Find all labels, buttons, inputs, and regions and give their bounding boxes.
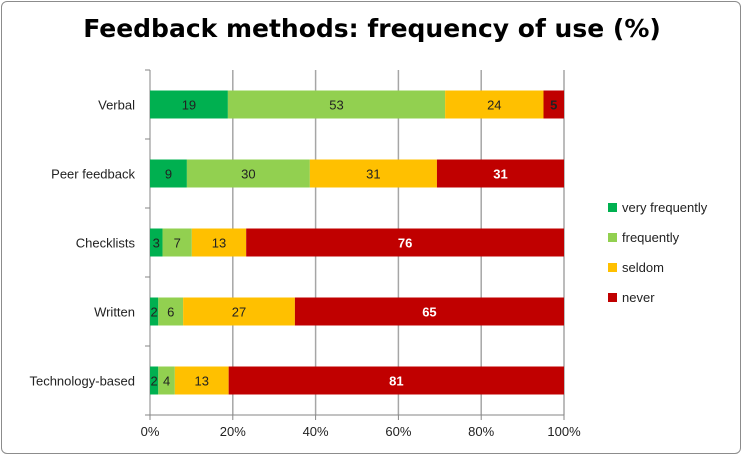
bar-never <box>436 159 564 188</box>
legend-swatch <box>608 293 617 302</box>
x-tick-label: 40% <box>303 424 329 439</box>
legend-label: very frequently <box>622 200 708 215</box>
bar-frequently <box>186 159 310 188</box>
data-label: 30 <box>241 167 255 182</box>
data-label: 7 <box>174 236 181 251</box>
x-tick-label: 20% <box>220 424 246 439</box>
bar-seldom <box>191 228 247 257</box>
y-tick-label: Written <box>94 305 135 320</box>
bar-never <box>228 366 564 395</box>
bar-frequently <box>227 90 446 119</box>
x-tick-label: 80% <box>468 424 494 439</box>
data-label: 65 <box>422 305 436 320</box>
data-label: 3 <box>153 236 160 251</box>
data-label: 19 <box>182 98 196 113</box>
legend-swatch <box>608 203 617 212</box>
data-label: 13 <box>195 374 209 389</box>
data-label: 27 <box>232 305 246 320</box>
data-label: 5 <box>550 98 557 113</box>
bar-very-frequently <box>150 366 159 395</box>
legend-swatch <box>608 263 617 272</box>
data-label: 13 <box>212 236 226 251</box>
legend-swatch <box>608 233 617 242</box>
data-label: 2 <box>151 305 158 320</box>
x-tick-label: 100% <box>547 424 581 439</box>
data-label: 24 <box>487 98 501 113</box>
x-tick-label: 0% <box>141 424 160 439</box>
bar-frequently <box>158 297 184 326</box>
bar-frequently <box>158 366 175 395</box>
bar-very-frequently <box>150 159 187 188</box>
y-tick-label: Technology-based <box>29 374 135 389</box>
data-label: 4 <box>163 374 170 389</box>
bar-never <box>294 297 564 326</box>
legend-label: seldom <box>622 260 664 275</box>
bar-frequently <box>162 228 192 257</box>
chart-title: Feedback methods: frequency of use (%) <box>83 14 661 43</box>
legend-label: never <box>622 290 655 305</box>
bar-very-frequently <box>150 228 163 257</box>
bar-seldom <box>174 366 229 395</box>
bar-never <box>246 228 564 257</box>
data-label: 31 <box>493 167 507 182</box>
bar-never <box>543 90 564 119</box>
data-label: 2 <box>151 374 158 389</box>
y-tick-label: Checklists <box>76 236 136 251</box>
data-label: 6 <box>167 305 174 320</box>
data-label: 9 <box>165 167 172 182</box>
legend-label: frequently <box>622 230 680 245</box>
data-label: 76 <box>398 236 412 251</box>
y-tick-label: Verbal <box>98 98 135 113</box>
bar-seldom <box>183 297 295 326</box>
bar-very-frequently <box>150 297 159 326</box>
y-tick-label: Peer feedback <box>51 167 135 182</box>
data-label: 53 <box>329 98 343 113</box>
x-tick-label: 60% <box>385 424 411 439</box>
bar-seldom <box>309 159 437 188</box>
data-label: 81 <box>389 374 403 389</box>
bar-seldom <box>445 90 544 119</box>
bar-very-frequently <box>150 90 228 119</box>
data-label: 31 <box>366 167 380 182</box>
